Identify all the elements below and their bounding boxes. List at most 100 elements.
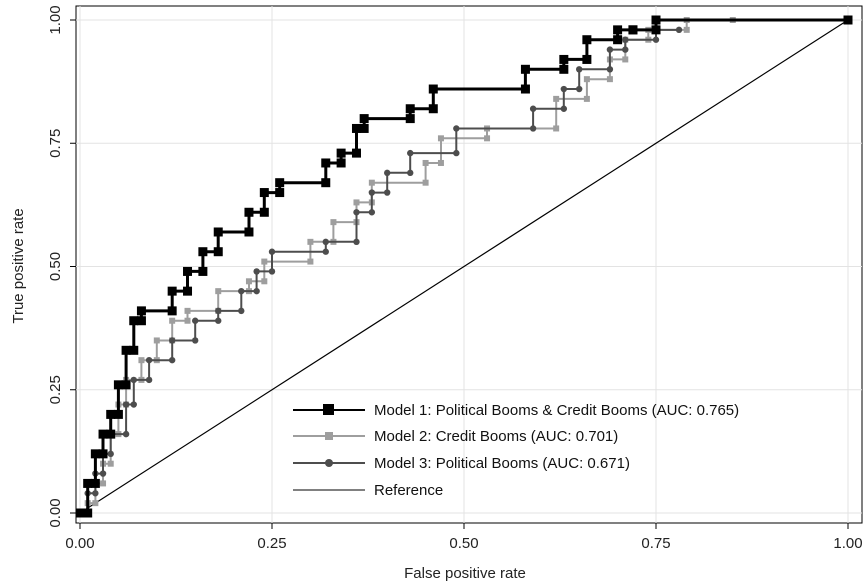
point-model-1: [106, 409, 116, 419]
point-model-3: [576, 85, 583, 93]
point-model-2: [437, 159, 444, 166]
point-model-1: [321, 178, 331, 188]
point-model-2: [138, 357, 145, 364]
x-axis-ticks: 0.00 0.25 0.50 0.75 1.00: [65, 523, 863, 552]
point-model-1: [244, 207, 254, 217]
point-model-1: [651, 15, 661, 25]
legend-marker-model-3: [325, 459, 333, 467]
point-model-1: [213, 227, 223, 237]
point-model-3: [407, 149, 414, 157]
point-model-1: [582, 54, 592, 64]
point-model-1: [520, 84, 530, 94]
point-model-1: [359, 114, 369, 124]
x-tick-label: 0.50: [449, 535, 478, 552]
point-model-3: [168, 356, 176, 364]
point-model-2: [422, 179, 429, 186]
point-model-3: [130, 401, 137, 408]
point-model-1: [559, 54, 569, 64]
point-model-2: [261, 278, 268, 285]
point-model-1: [129, 345, 139, 355]
point-model-1: [83, 478, 93, 488]
y-tick-label: 0.75: [47, 129, 64, 158]
legend-label-reference: Reference: [374, 482, 443, 499]
point-model-1: [183, 286, 193, 296]
point-model-3: [529, 125, 537, 132]
point-model-1: [129, 316, 139, 326]
point-model-1: [559, 64, 569, 74]
point-model-1: [113, 380, 123, 390]
y-tick-label: 0.50: [47, 252, 64, 281]
point-model-1: [198, 266, 208, 276]
point-model-3: [622, 36, 629, 43]
point-model-3: [622, 46, 629, 53]
point-model-3: [353, 209, 360, 216]
point-model-3: [652, 36, 660, 43]
x-tick-label: 0.00: [65, 535, 94, 552]
point-model-3: [238, 307, 245, 315]
point-model-2: [368, 179, 375, 186]
point-model-1: [213, 247, 223, 257]
x-axis-title: False positive rate: [404, 565, 526, 582]
point-model-3: [192, 337, 199, 344]
point-model-1: [520, 64, 530, 74]
point-model-3: [99, 470, 107, 477]
point-model-1: [244, 227, 254, 237]
point-model-3: [384, 169, 391, 177]
y-axis-ticks: 0.00 0.25 0.50 0.75 1.00: [47, 5, 76, 528]
point-model-2: [184, 307, 191, 314]
legend-label-model-3: Model 3: Political Booms (AUC: 0.671): [374, 455, 630, 472]
point-model-3: [560, 105, 568, 112]
point-model-3: [253, 268, 260, 275]
point-model-3: [675, 26, 683, 34]
point-model-1: [275, 178, 285, 188]
point-model-2: [307, 238, 314, 245]
point-model-2: [330, 219, 337, 226]
y-tick-label: 0.00: [47, 498, 64, 527]
point-model-1: [651, 25, 661, 35]
point-model-3: [145, 356, 153, 364]
point-model-2: [153, 337, 160, 344]
point-model-1: [359, 123, 369, 133]
point-model-3: [529, 105, 537, 112]
legend-marker-model-1: [323, 404, 334, 415]
point-model-3: [192, 317, 199, 324]
x-tick-label: 0.25: [257, 535, 286, 552]
point-model-2: [422, 159, 429, 166]
point-model-3: [92, 490, 99, 497]
point-model-1: [136, 316, 146, 326]
point-model-1: [259, 207, 269, 217]
point-model-3: [606, 66, 614, 73]
point-model-1: [843, 15, 853, 25]
x-tick-label: 0.75: [641, 535, 670, 552]
point-model-2: [583, 76, 590, 83]
point-model-1: [336, 158, 346, 168]
point-model-3: [407, 169, 414, 177]
point-model-3: [168, 337, 176, 344]
point-model-2: [169, 317, 176, 324]
point-model-2: [307, 258, 314, 265]
point-model-1: [351, 123, 361, 133]
point-model-3: [253, 287, 260, 295]
point-model-1: [98, 429, 108, 439]
point-model-1: [321, 158, 331, 168]
point-model-1: [428, 104, 438, 114]
legend-label-model-2: Model 2: Credit Booms (AUC: 0.701): [374, 428, 618, 445]
legend: Model 1: Political Booms & Credit Booms …: [293, 402, 739, 499]
point-model-2: [107, 460, 114, 467]
point-model-1: [167, 286, 177, 296]
point-model-2: [215, 288, 222, 295]
series-line-model-3: [80, 28, 679, 514]
point-model-2: [184, 317, 191, 324]
legend-label-model-1: Model 1: Political Booms & Credit Booms …: [374, 402, 739, 419]
point-model-3: [322, 248, 329, 255]
point-model-2: [245, 278, 252, 285]
point-model-1: [275, 188, 285, 198]
point-model-1: [121, 380, 131, 390]
point-model-1: [582, 35, 592, 45]
point-model-2: [100, 480, 107, 487]
point-model-2: [261, 258, 268, 265]
point-model-3: [384, 189, 391, 196]
point-model-2: [553, 95, 560, 102]
